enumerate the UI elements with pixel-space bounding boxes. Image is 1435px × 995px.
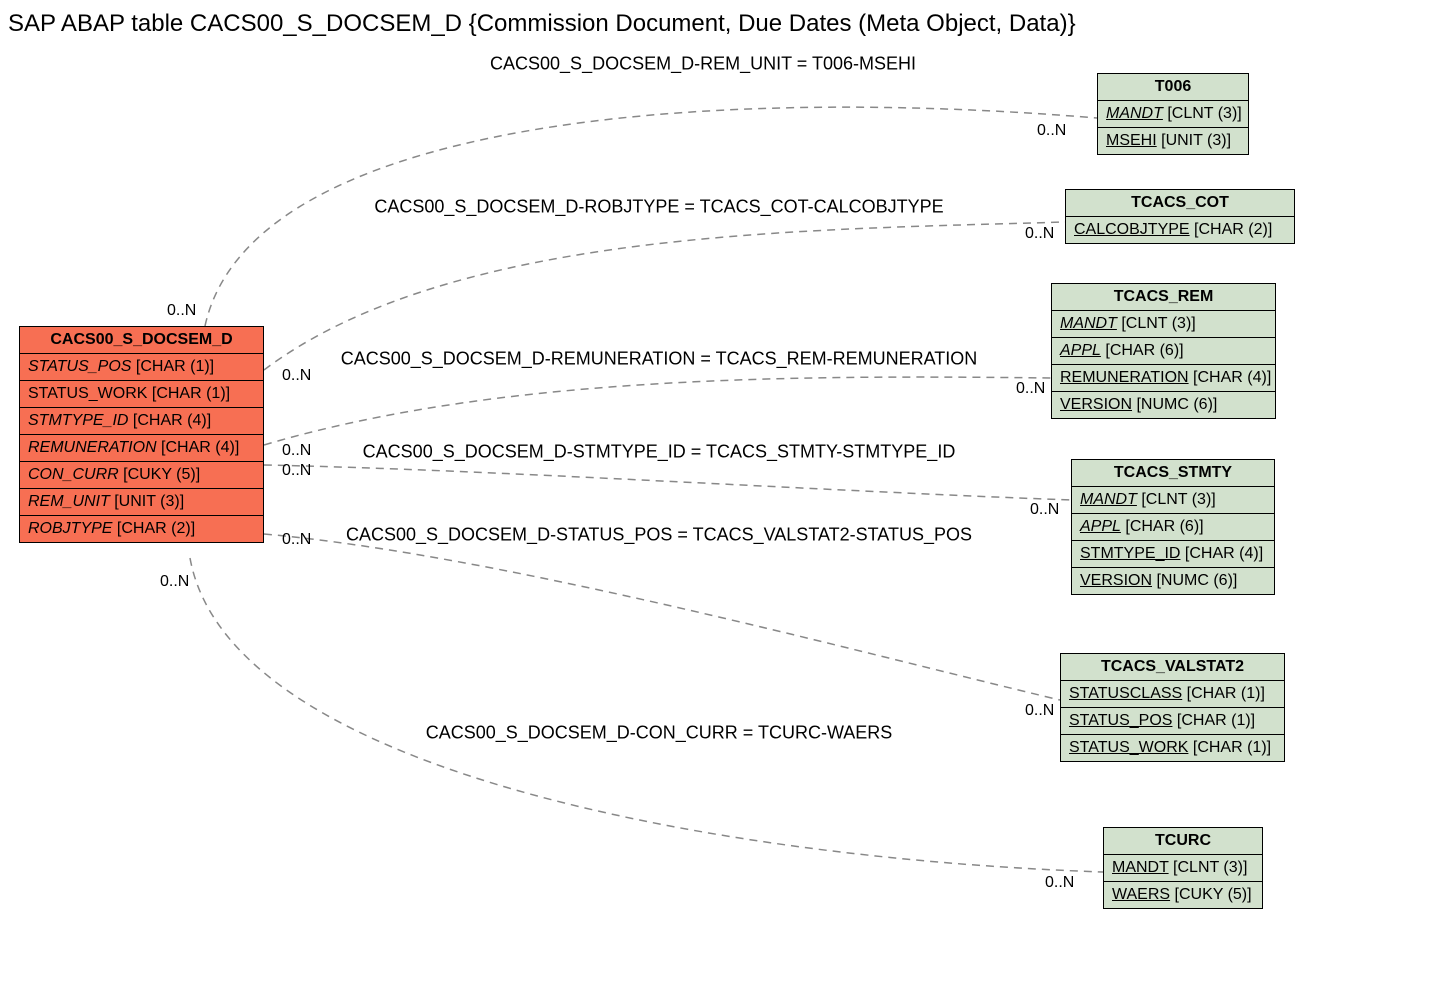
edge-label: CACS00_S_DOCSEM_D-STMTYPE_ID = TCACS_STM… [363, 442, 956, 463]
entity-field: STATUS_WORK [CHAR (1)] [20, 381, 263, 408]
entity-field: MANDT [CLNT (3)] [1104, 855, 1262, 882]
cardinality-source: 0..N [167, 302, 196, 320]
entity-field: STMTYPE_ID [CHAR (4)] [1072, 541, 1274, 568]
entity-field: ROBJTYPE [CHAR (2)] [20, 516, 263, 542]
entity-header: T006 [1098, 74, 1248, 101]
entity-field: REMUNERATION [CHAR (4)] [1052, 365, 1275, 392]
entity-field: REMUNERATION [CHAR (4)] [20, 435, 263, 462]
entity-header: TCACS_STMTY [1072, 460, 1274, 487]
entity-header: TCACS_COT [1066, 190, 1294, 217]
entity-cacs00_s_docsem_d: CACS00_S_DOCSEM_DSTATUS_POS [CHAR (1)]ST… [19, 326, 264, 543]
entity-field: CON_CURR [CUKY (5)] [20, 462, 263, 489]
cardinality-target: 0..N [1025, 225, 1054, 243]
entity-header: TCACS_REM [1052, 284, 1275, 311]
entity-field: STATUSCLASS [CHAR (1)] [1061, 681, 1284, 708]
entity-tcacs_rem: TCACS_REMMANDT [CLNT (3)]APPL [CHAR (6)]… [1051, 283, 1276, 419]
entity-field: MANDT [CLNT (3)] [1098, 101, 1248, 128]
entity-field: APPL [CHAR (6)] [1052, 338, 1275, 365]
cardinality-source: 0..N [282, 462, 311, 480]
relationship-edge [264, 534, 1060, 700]
entity-field: MSEHI [UNIT (3)] [1098, 128, 1248, 154]
diagram-title: SAP ABAP table CACS00_S_DOCSEM_D {Commis… [8, 10, 1076, 38]
edge-label: CACS00_S_DOCSEM_D-REM_UNIT = T006-MSEHI [490, 54, 916, 75]
cardinality-target: 0..N [1030, 501, 1059, 519]
cardinality-target: 0..N [1037, 122, 1066, 140]
entity-field: STATUS_POS [CHAR (1)] [20, 354, 263, 381]
entity-header: CACS00_S_DOCSEM_D [20, 327, 263, 354]
entity-field: APPL [CHAR (6)] [1072, 514, 1274, 541]
edge-label: CACS00_S_DOCSEM_D-ROBJTYPE = TCACS_COT-C… [374, 197, 943, 218]
entity-header: TCURC [1104, 828, 1262, 855]
entity-tcacs_stmty: TCACS_STMTYMANDT [CLNT (3)]APPL [CHAR (6… [1071, 459, 1275, 595]
entity-field: STATUS_POS [CHAR (1)] [1061, 708, 1284, 735]
cardinality-target: 0..N [1025, 702, 1054, 720]
cardinality-target: 0..N [1045, 874, 1074, 892]
entity-tcurc: TCURCMANDT [CLNT (3)]WAERS [CUKY (5)] [1103, 827, 1263, 909]
entity-field: REM_UNIT [UNIT (3)] [20, 489, 263, 516]
relationship-edge [264, 465, 1071, 500]
edge-label: CACS00_S_DOCSEM_D-CON_CURR = TCURC-WAERS [426, 723, 893, 744]
entity-t006: T006MANDT [CLNT (3)]MSEHI [UNIT (3)] [1097, 73, 1249, 155]
entity-tcacs_cot: TCACS_COTCALCOBJTYPE [CHAR (2)] [1065, 189, 1295, 244]
relationship-edge [190, 558, 1103, 872]
cardinality-source: 0..N [282, 367, 311, 385]
entity-field: VERSION [NUMC (6)] [1052, 392, 1275, 418]
entity-field: STMTYPE_ID [CHAR (4)] [20, 408, 263, 435]
cardinality-target: 0..N [1016, 380, 1045, 398]
relationship-edge [264, 377, 1051, 445]
cardinality-source: 0..N [282, 531, 311, 549]
edge-label: CACS00_S_DOCSEM_D-REMUNERATION = TCACS_R… [341, 349, 978, 370]
er-diagram-canvas: SAP ABAP table CACS00_S_DOCSEM_D {Commis… [0, 0, 1435, 995]
entity-header: TCACS_VALSTAT2 [1061, 654, 1284, 681]
entity-field: MANDT [CLNT (3)] [1052, 311, 1275, 338]
entity-field: MANDT [CLNT (3)] [1072, 487, 1274, 514]
edge-label: CACS00_S_DOCSEM_D-STATUS_POS = TCACS_VAL… [346, 525, 972, 546]
entity-field: STATUS_WORK [CHAR (1)] [1061, 735, 1284, 761]
cardinality-source: 0..N [160, 573, 189, 591]
entity-field: VERSION [NUMC (6)] [1072, 568, 1274, 594]
cardinality-source: 0..N [282, 442, 311, 460]
entity-tcacs_valstat2: TCACS_VALSTAT2STATUSCLASS [CHAR (1)]STAT… [1060, 653, 1285, 762]
entity-field: CALCOBJTYPE [CHAR (2)] [1066, 217, 1294, 243]
entity-field: WAERS [CUKY (5)] [1104, 882, 1262, 908]
